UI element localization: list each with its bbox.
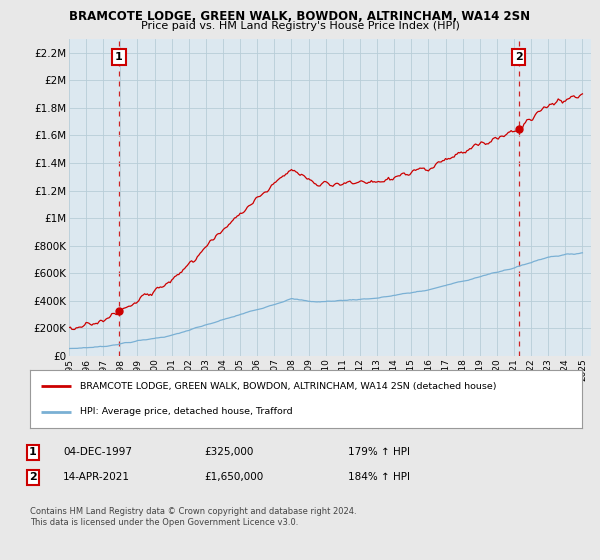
Text: 1: 1 xyxy=(29,447,37,458)
Text: 14-APR-2021: 14-APR-2021 xyxy=(63,472,130,482)
Text: 04-DEC-1997: 04-DEC-1997 xyxy=(63,447,132,458)
Text: £1,650,000: £1,650,000 xyxy=(204,472,263,482)
Text: 184% ↑ HPI: 184% ↑ HPI xyxy=(348,472,410,482)
Text: £325,000: £325,000 xyxy=(204,447,253,458)
Text: 2: 2 xyxy=(515,52,523,62)
Text: Price paid vs. HM Land Registry's House Price Index (HPI): Price paid vs. HM Land Registry's House … xyxy=(140,21,460,31)
Text: 1: 1 xyxy=(115,52,123,62)
Text: 179% ↑ HPI: 179% ↑ HPI xyxy=(348,447,410,458)
Text: BRAMCOTE LODGE, GREEN WALK, BOWDON, ALTRINCHAM, WA14 2SN: BRAMCOTE LODGE, GREEN WALK, BOWDON, ALTR… xyxy=(70,10,530,23)
Text: 2: 2 xyxy=(29,472,37,482)
Text: This data is licensed under the Open Government Licence v3.0.: This data is licensed under the Open Gov… xyxy=(30,518,298,527)
Text: BRAMCOTE LODGE, GREEN WALK, BOWDON, ALTRINCHAM, WA14 2SN (detached house): BRAMCOTE LODGE, GREEN WALK, BOWDON, ALTR… xyxy=(80,381,496,390)
Text: Contains HM Land Registry data © Crown copyright and database right 2024.: Contains HM Land Registry data © Crown c… xyxy=(30,507,356,516)
Text: HPI: Average price, detached house, Trafford: HPI: Average price, detached house, Traf… xyxy=(80,408,292,417)
